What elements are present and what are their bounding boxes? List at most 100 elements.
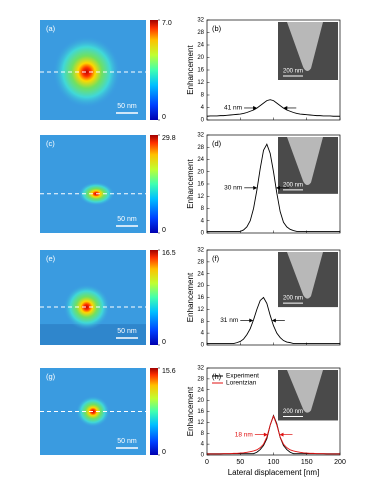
y-tick-label: 12 — [197, 80, 204, 86]
x-tick-label: 150 — [301, 459, 313, 466]
x-tick-label: 100 — [268, 459, 280, 466]
heatmap-blob — [52, 36, 121, 108]
arrow-head — [253, 105, 258, 110]
y-tick-label: 28 — [197, 376, 204, 382]
x-axis-label: Lateral displacement [nm] — [228, 468, 320, 477]
arrow-head — [275, 185, 280, 190]
y-tick-label: 24 — [197, 43, 204, 49]
legend-label: Lorentzian — [226, 380, 257, 387]
y-tick-label: 16 — [197, 182, 204, 188]
legend-label: Experiment — [226, 373, 259, 380]
arrow-head — [279, 432, 284, 437]
y-tick-label: 20 — [197, 55, 204, 61]
panel-label: (d) — [212, 139, 222, 148]
y-tick-label: 28 — [197, 145, 204, 151]
colorbar-tick-label: 0 — [162, 227, 166, 234]
y-tick-label: 4 — [201, 105, 205, 111]
y-axis-label: Enhancement — [186, 386, 195, 436]
heatmap-shade — [40, 324, 146, 345]
y-tick-label: 0 — [201, 118, 205, 124]
scale-bar-label: 50 nm — [117, 438, 137, 445]
inset-tip — [287, 22, 323, 72]
arrow-head — [271, 318, 276, 323]
panel-label: (f) — [212, 254, 220, 263]
y-tick-label: 0 — [201, 343, 205, 349]
y-tick-label: 0 — [201, 453, 205, 459]
y-tick-label: 20 — [197, 283, 204, 289]
inset-scale-label: 200 nm — [283, 296, 303, 302]
panel-label: (c) — [46, 139, 55, 148]
data-line — [207, 143, 340, 232]
arrow-head — [249, 318, 254, 323]
panel-label: (e) — [46, 254, 56, 263]
y-tick-label: 28 — [197, 259, 204, 265]
annotation: 30 nm — [224, 185, 242, 192]
colorbar-tick-label: 0 — [162, 339, 166, 346]
inset-tip — [287, 370, 323, 413]
y-tick-label: 8 — [201, 206, 205, 212]
inset-scale-label: 200 nm — [283, 182, 303, 188]
y-tick-label: 4 — [201, 218, 205, 224]
y-tick-label: 32 — [197, 18, 204, 24]
y-axis-label: Enhancement — [186, 272, 195, 322]
inset-tip — [287, 137, 323, 186]
y-tick-label: 4 — [201, 442, 205, 448]
inset-scale-label: 200 nm — [283, 409, 303, 415]
y-tick-label: 24 — [197, 387, 204, 393]
y-tick-label: 12 — [197, 194, 204, 200]
y-tick-label: 12 — [197, 307, 204, 313]
colorbar — [150, 135, 158, 233]
colorbar-tick-label: 0 — [162, 114, 166, 121]
arrow-head — [283, 105, 288, 110]
y-axis-label: Enhancement — [186, 159, 195, 209]
y-tick-label: 20 — [197, 169, 204, 175]
y-tick-label: 16 — [197, 295, 204, 301]
colorbar-tick-label: 0 — [162, 449, 166, 456]
y-tick-label: 0 — [201, 231, 205, 237]
data-line — [206, 99, 340, 117]
panel-label: (g) — [46, 372, 56, 381]
panel-label: (h) — [212, 372, 222, 381]
annotation: 18 nm — [235, 431, 253, 438]
panel-label: (b) — [212, 24, 222, 33]
inset-tip — [287, 252, 323, 299]
y-tick-label: 12 — [197, 420, 204, 426]
scale-bar-label: 50 nm — [117, 328, 137, 335]
data-line — [207, 414, 340, 455]
data-line — [207, 296, 340, 344]
colorbar-tick-label: 16.5 — [162, 250, 176, 257]
y-tick-label: 16 — [197, 409, 204, 415]
heatmap-blob — [63, 284, 110, 330]
inset-scale-label: 200 nm — [283, 69, 303, 75]
y-tick-label: 16 — [197, 68, 204, 74]
arrow-head — [263, 432, 268, 437]
y-tick-label: 32 — [197, 248, 204, 254]
colorbar — [150, 250, 158, 345]
annotation: 31 nm — [220, 317, 238, 324]
y-tick-label: 4 — [201, 331, 205, 337]
data-line — [207, 414, 340, 455]
y-tick-label: 32 — [197, 366, 204, 372]
colorbar-tick-label: 15.6 — [162, 368, 176, 375]
colorbar — [150, 368, 158, 455]
y-tick-label: 24 — [197, 271, 204, 277]
y-tick-label: 8 — [201, 319, 205, 325]
x-tick-label: 200 — [334, 459, 346, 466]
annotation: 41 nm — [224, 105, 242, 112]
panel-label: (a) — [46, 24, 56, 33]
x-tick-label: 50 — [236, 459, 244, 466]
y-axis-label: Enhancement — [186, 45, 195, 95]
colorbar-tick-label: 29.8 — [162, 135, 176, 142]
y-tick-label: 28 — [197, 30, 204, 36]
scale-bar-label: 50 nm — [117, 216, 137, 223]
y-tick-label: 8 — [201, 93, 205, 99]
x-tick-label: 0 — [205, 459, 209, 466]
y-tick-label: 24 — [197, 157, 204, 163]
y-tick-label: 20 — [197, 398, 204, 404]
arrow-head — [253, 185, 258, 190]
y-tick-label: 8 — [201, 431, 205, 437]
colorbar-tick-label: 7.0 — [162, 20, 172, 27]
y-tick-label: 32 — [197, 133, 204, 139]
scale-bar-label: 50 nm — [117, 103, 137, 110]
